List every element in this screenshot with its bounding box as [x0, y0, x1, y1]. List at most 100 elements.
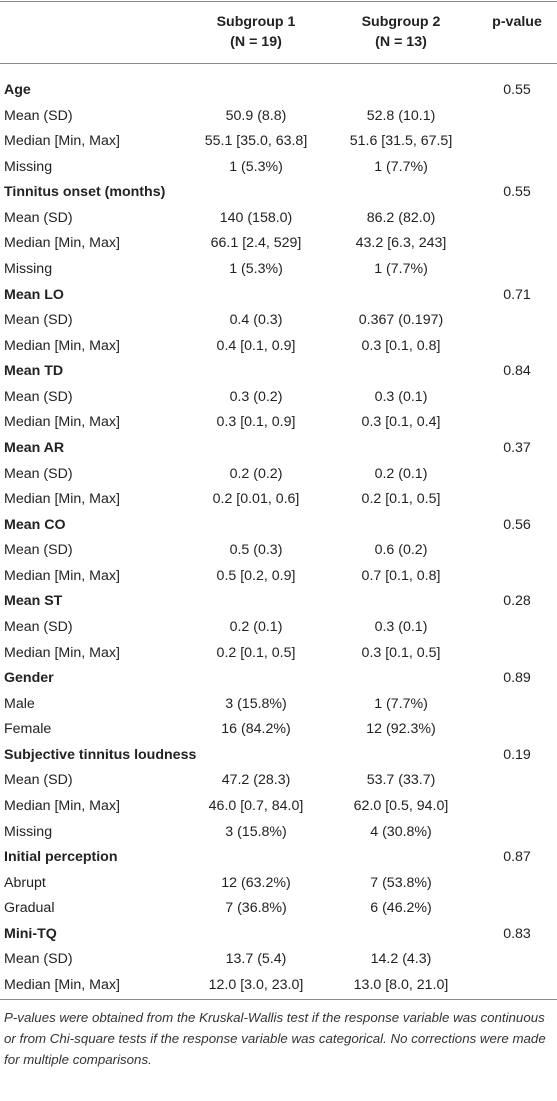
cell: 7 (36.8%) — [225, 900, 287, 917]
cell: 55.1 [35.0, 63.8] — [204, 133, 308, 150]
row-label: Missing — [4, 260, 53, 277]
section-title: Mean AR — [4, 439, 65, 456]
cell: 43.2 [6.3, 243] — [355, 235, 447, 252]
cell: 0.2 [0.01, 0.6] — [212, 491, 300, 508]
row-label: Mean (SD) — [4, 107, 73, 124]
cell: 140 (158.0) — [219, 209, 293, 226]
bottom-rule — [0, 999, 557, 1000]
cell: 0.4 (0.3) — [229, 312, 283, 329]
section-title: Mean TD — [4, 363, 64, 380]
cell: 0.3 [0.1, 0.9] — [216, 414, 296, 431]
p-value: 0.55 — [503, 82, 531, 98]
row-label: Median [Min, Max] — [4, 235, 120, 252]
cell: 0.6 (0.2) — [374, 542, 428, 559]
cell: 0.3 [0.1, 0.4] — [361, 414, 441, 431]
row-label: Male — [4, 695, 35, 712]
p-value: 0.56 — [503, 516, 531, 533]
row-label: Median [Min, Max] — [4, 337, 120, 354]
p-value: 0.87 — [503, 849, 531, 866]
cell: 0.3 (0.1) — [374, 388, 428, 405]
cell: 6 (46.2%) — [370, 900, 432, 917]
cell: 16 (84.2%) — [221, 721, 291, 738]
cell: 0.367 (0.197) — [358, 312, 444, 329]
cell: 0.3 [0.1, 0.8] — [361, 337, 441, 354]
cell: 0.2 (0.1) — [229, 618, 283, 635]
cell: 1 (5.3%) — [229, 158, 283, 175]
cell: 0.3 [0.1, 0.5] — [361, 644, 441, 661]
cell: 12 (92.3%) — [366, 721, 436, 738]
row-label: Mean (SD) — [4, 465, 73, 482]
row-label: Mean (SD) — [4, 772, 73, 789]
column-header: Subgroup 1 — [216, 14, 296, 30]
cell: 52.8 (10.1) — [366, 107, 436, 124]
cell: 0.2 (0.2) — [229, 465, 283, 482]
row-label: Mean (SD) — [4, 951, 73, 968]
row-label: Median [Min, Max] — [4, 644, 120, 661]
section-title: Mean ST — [4, 593, 63, 610]
cell: 1 (7.7%) — [374, 158, 428, 175]
cell: 12 (63.2%) — [221, 874, 291, 891]
section-title: Gender — [4, 670, 54, 687]
section-title: Tinnitus onset (months) — [4, 184, 166, 201]
column-header: p-value — [492, 14, 542, 30]
row-label: Mean (SD) — [4, 618, 73, 635]
cell: 46.0 [0.7, 84.0] — [208, 797, 304, 814]
cell: 1 (7.7%) — [374, 260, 428, 277]
cell: 0.2 [0.1, 0.5] — [361, 491, 441, 508]
cell: 3 (15.8%) — [225, 695, 287, 712]
cell: 0.7 [0.1, 0.8] — [361, 567, 441, 584]
row-label: Median [Min, Max] — [4, 133, 120, 150]
cell: 0.5 (0.3) — [229, 542, 283, 559]
cell: 62.0 [0.5, 94.0] — [353, 797, 449, 814]
cell: 66.1 [2.4, 529] — [210, 235, 302, 252]
cell: 50.9 (8.8) — [225, 107, 287, 124]
cell: 14.2 (4.3) — [370, 951, 432, 968]
cell: 0.3 (0.1) — [374, 618, 428, 635]
cell: 3 (15.8%) — [225, 823, 287, 840]
cell: 47.2 (28.3) — [221, 772, 291, 789]
header-rule — [0, 63, 557, 64]
row-label: Missing — [4, 158, 53, 175]
cell: 1 (5.3%) — [229, 260, 283, 277]
p-value: 0.89 — [503, 670, 531, 687]
cell: 13.0 [8.0, 21.0] — [353, 976, 449, 993]
p-value: 0.19 — [503, 746, 531, 763]
row-label: Mean (SD) — [4, 542, 73, 559]
section-title: Subjective tinnitus loudness — [4, 746, 197, 763]
p-value: 0.71 — [503, 286, 531, 303]
cell: 51.6 [31.5, 67.5] — [349, 133, 453, 150]
row-label: Median [Min, Max] — [4, 491, 120, 508]
column-header: (N = 19) — [230, 34, 282, 50]
cell: 1 (7.7%) — [374, 695, 428, 712]
p-value: 0.83 — [503, 925, 531, 942]
top-rule — [0, 1, 557, 2]
cell: 53.7 (33.7) — [366, 772, 436, 789]
cell: 0.4 [0.1, 0.9] — [216, 337, 296, 354]
column-header: Subgroup 2 — [361, 14, 441, 30]
cell: 12.0 [3.0, 23.0] — [208, 976, 304, 993]
cell: 0.5 [0.2, 0.9] — [216, 567, 296, 584]
section-title: Mean CO — [4, 516, 66, 533]
cell: 86.2 (82.0) — [366, 209, 436, 226]
cell: 4 (30.8%) — [370, 823, 432, 840]
p-value: 0.28 — [503, 593, 531, 610]
row-label: Median [Min, Max] — [4, 414, 120, 431]
footnote: P-values were obtained from the Kruskal-… — [4, 1010, 546, 1067]
row-label: Missing — [4, 823, 53, 840]
section-title: Age — [4, 82, 31, 98]
row-label: Abrupt — [4, 874, 46, 891]
row-label: Mean (SD) — [4, 312, 73, 329]
p-value: 0.37 — [503, 439, 531, 456]
row-label: Mean (SD) — [4, 209, 73, 226]
section-title: Mean LO — [4, 286, 64, 303]
p-value: 0.55 — [503, 184, 531, 201]
row-label: Mean (SD) — [4, 388, 73, 405]
section-title: Mini-TQ — [4, 925, 57, 942]
column-header: (N = 13) — [375, 34, 427, 50]
section-title: Initial perception — [4, 849, 118, 866]
row-label: Median [Min, Max] — [4, 567, 120, 584]
row-label: Gradual — [4, 900, 55, 917]
row-label: Median [Min, Max] — [4, 976, 120, 993]
cell: 0.2 (0.1) — [374, 465, 428, 482]
